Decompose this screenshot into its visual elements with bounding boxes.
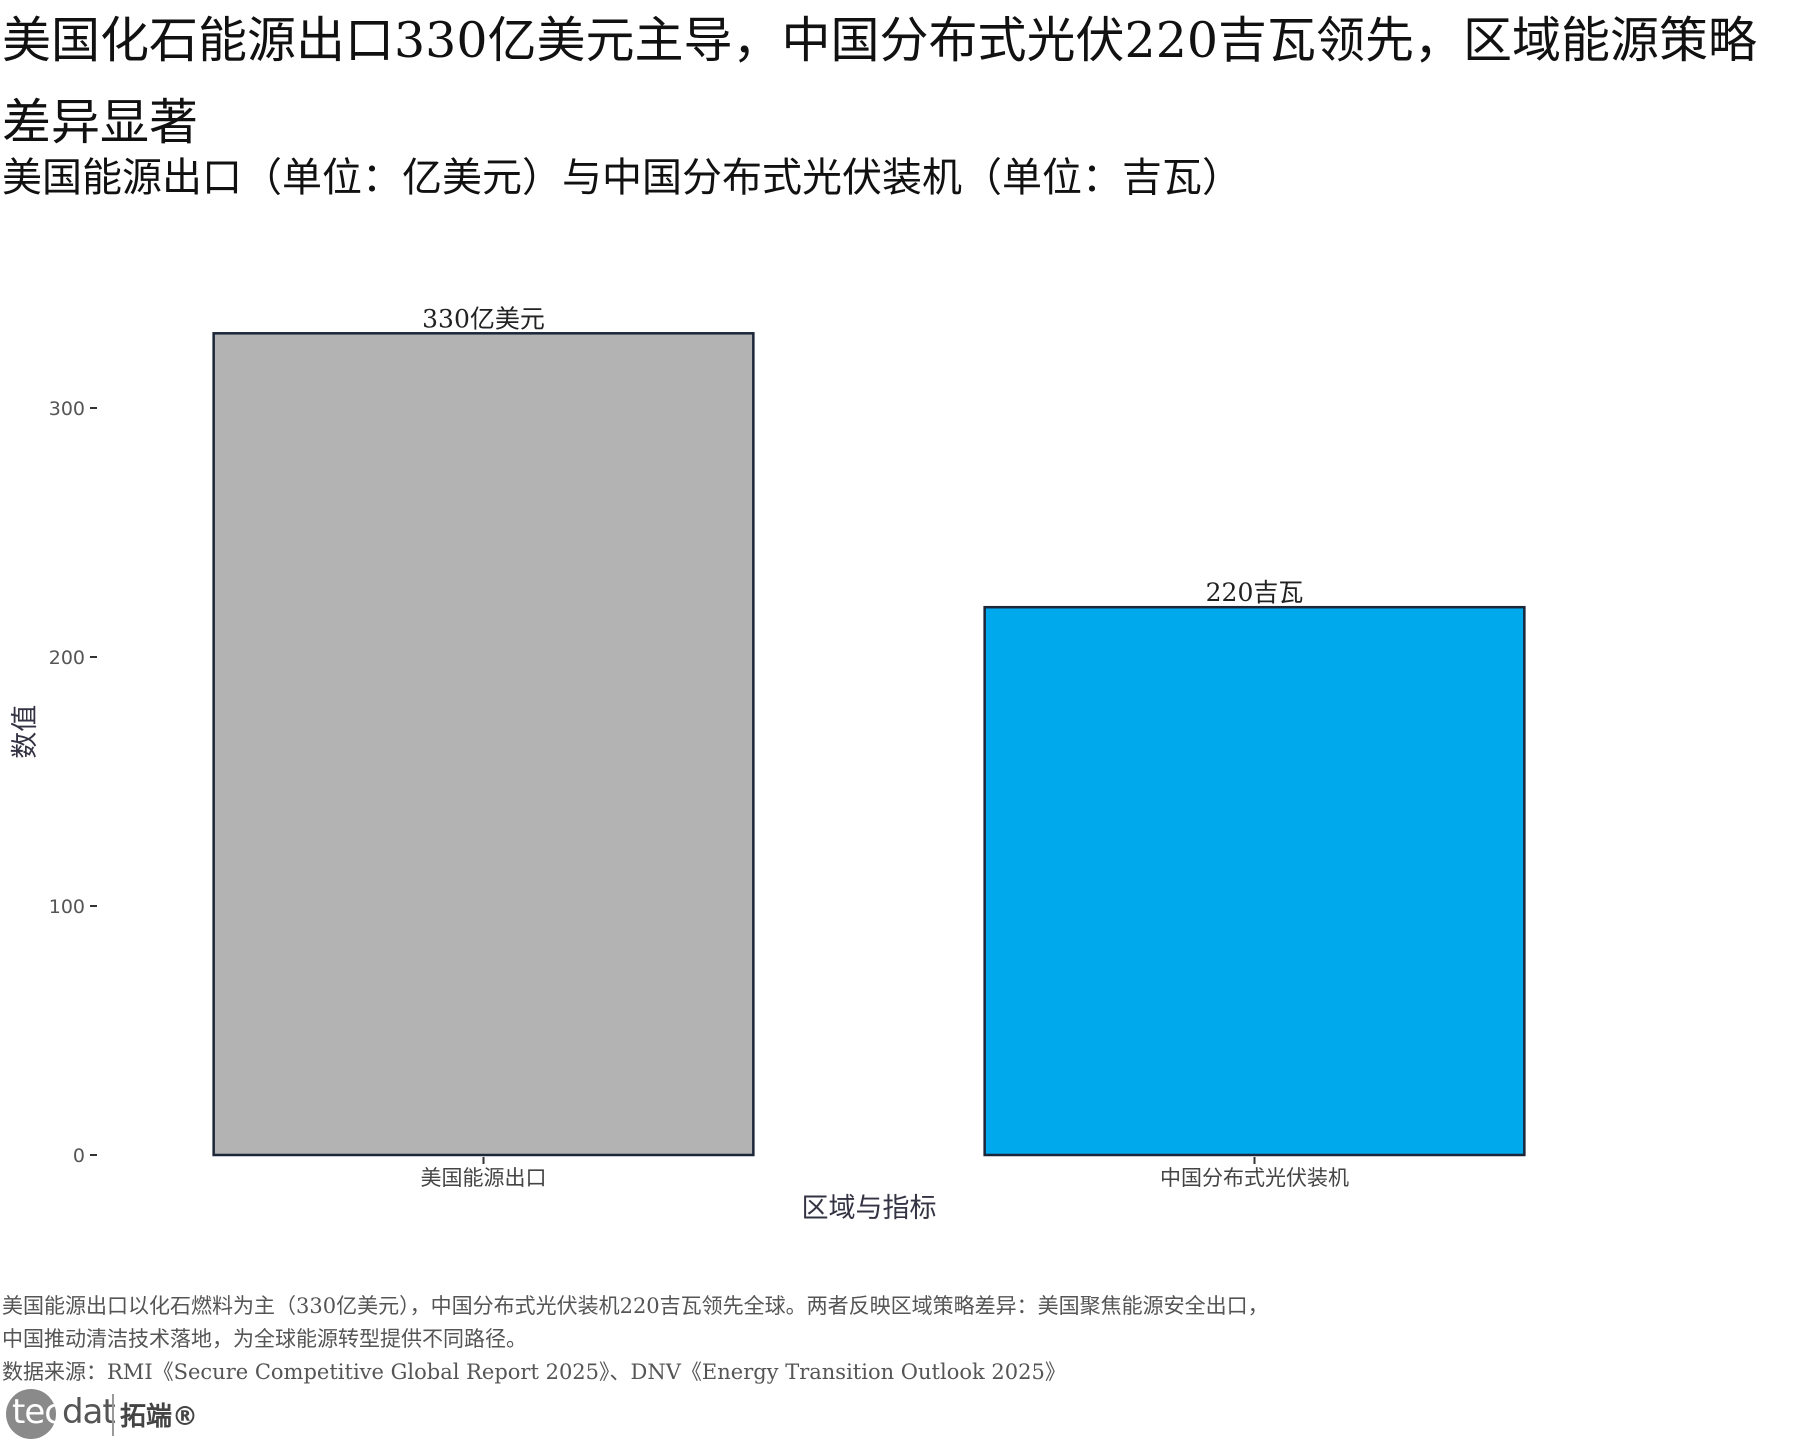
brand-logo: tecdat 拓端®	[2, 1386, 302, 1444]
chart-caption: 美国能源出口以化石燃料为主（330亿美元），中国分布式光伏装机220吉瓦领先全球…	[2, 1290, 1402, 1356]
y-axis-title: 数值	[10, 705, 41, 759]
y-tick-label: 100	[49, 896, 85, 918]
bar	[983, 605, 1526, 1157]
logo-divider	[112, 1394, 114, 1436]
logo-wordmark-prefix: tec	[12, 1392, 63, 1432]
y-tick-label: 300	[49, 398, 85, 420]
logo-chinese-name: 拓端®	[120, 1402, 199, 1432]
caption-line-2: 中国推动清洁技术落地，为全球能源转型提供不同路径。	[2, 1327, 527, 1351]
logo-circle-icon	[6, 1389, 56, 1439]
chart-title: 美国化石能源出口330亿美元主导，中国分布式光伏220吉瓦领先，区域能源策略差异…	[2, 12, 1758, 151]
x-axis-title: 区域与指标	[802, 1193, 937, 1224]
logo-wordmark-suffix: dat	[61, 1392, 116, 1432]
bar-value-label: 220吉瓦	[1206, 578, 1304, 607]
y-tick-label: 200	[49, 647, 85, 669]
x-tick-label: 美国能源出口	[421, 1166, 547, 1190]
data-source: 数据来源：RMI《Secure Competitive Global Repor…	[2, 1360, 1066, 1384]
chart-subtitle: 美国能源出口（单位：亿美元）与中国分布式光伏装机（单位：吉瓦）	[2, 155, 1242, 201]
caption-line-1: 美国能源出口以化石燃料为主（330亿美元），中国分布式光伏装机220吉瓦领先全球…	[2, 1294, 1269, 1318]
bar	[212, 332, 755, 1157]
y-tick-label: 0	[73, 1145, 85, 1167]
bar-value-label: 330亿美元	[422, 304, 545, 333]
x-tick-label: 中国分布式光伏装机	[1160, 1166, 1349, 1190]
logo-wordmark: tecdat	[12, 1392, 116, 1432]
